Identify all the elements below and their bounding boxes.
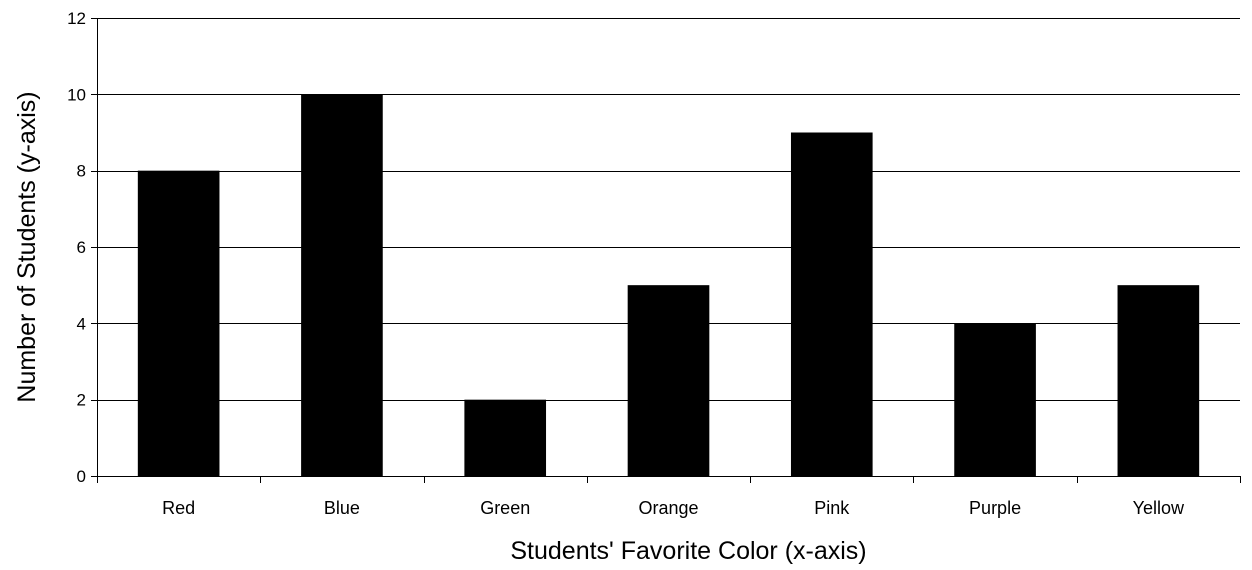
x-tick-label: Orange — [638, 498, 698, 518]
gridlines — [97, 18, 1240, 401]
x-tick-label: Purple — [969, 498, 1021, 518]
bar-green — [464, 399, 547, 476]
y-tick-label: 8 — [77, 162, 86, 181]
bar-red — [137, 170, 220, 476]
x-tick-label: Pink — [814, 498, 850, 518]
bar-blue — [301, 94, 383, 476]
bar-purple — [954, 323, 1036, 476]
axes — [91, 18, 1241, 483]
x-tick-label: Blue — [324, 498, 360, 518]
y-tick-label: 6 — [77, 238, 86, 257]
y-tick-label: 12 — [67, 9, 86, 28]
bar-yellow — [1117, 285, 1200, 476]
x-tick-label: Yellow — [1133, 498, 1185, 518]
y-tick-label: 10 — [67, 85, 86, 104]
y-axis-title: Number of Students (y-axis) — [13, 91, 41, 402]
y-tick-label: 4 — [77, 314, 86, 333]
y-tick-label: 0 — [77, 467, 86, 486]
bars — [137, 94, 1200, 476]
y-tick-label: 2 — [77, 391, 86, 410]
x-axis-title: Students' Favorite Color (x-axis) — [510, 537, 866, 565]
x-tick-labels: Red Blue Green Orange Pink Purple Yellow — [162, 498, 1185, 518]
bar-pink — [790, 132, 873, 476]
x-tick-label: Green — [480, 498, 530, 518]
bar-orange — [627, 285, 710, 476]
y-tick-labels: 0 2 4 6 8 10 12 — [67, 9, 86, 486]
x-tick-label: Red — [162, 498, 195, 518]
